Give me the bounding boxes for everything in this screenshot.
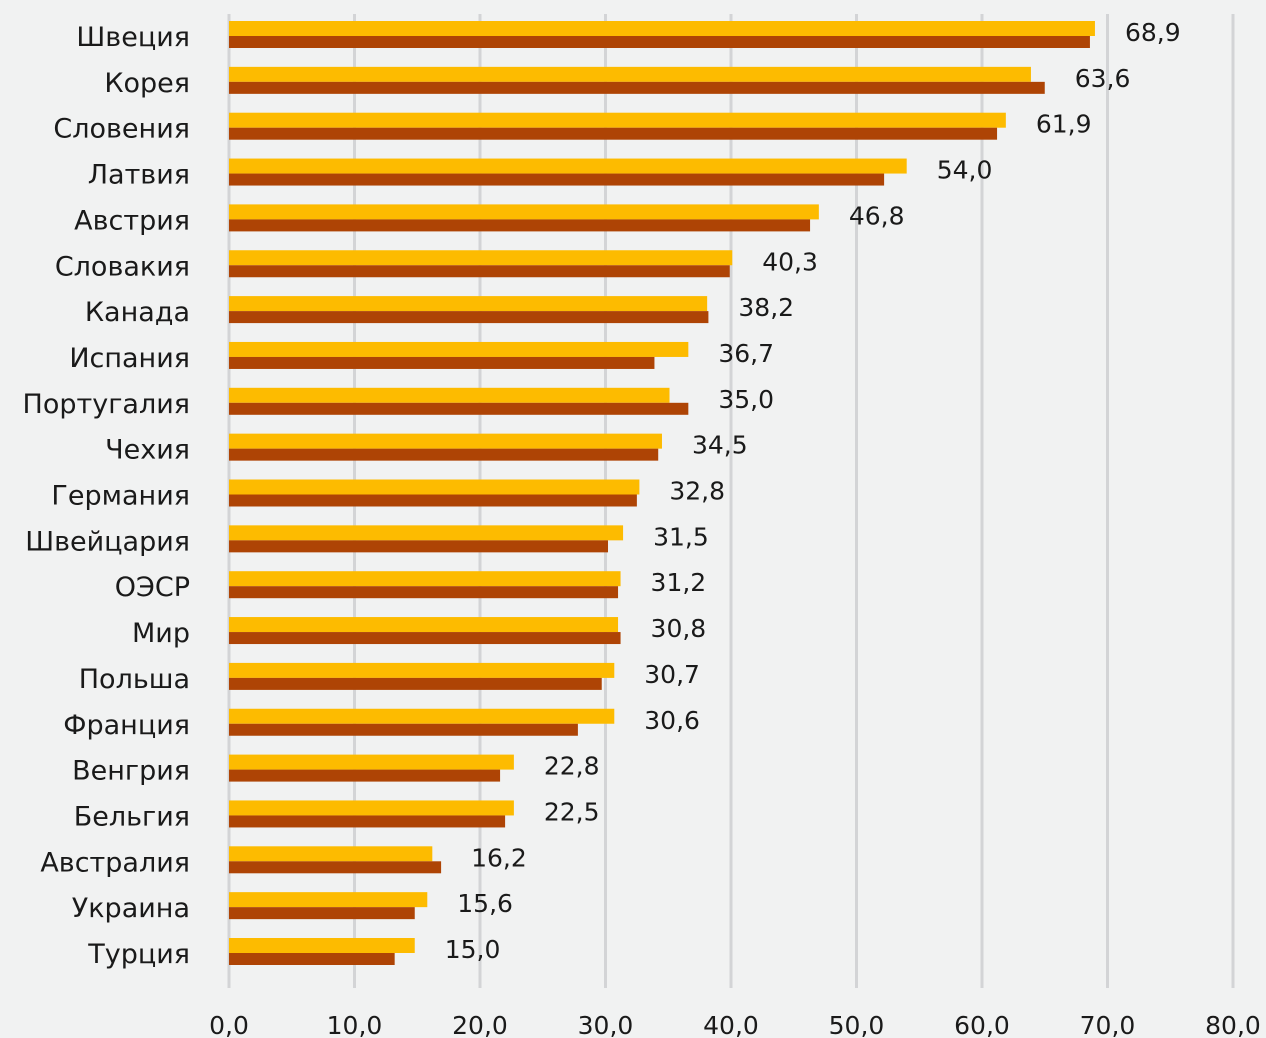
data-label: 31,2 xyxy=(651,568,707,597)
category-label: Португалия xyxy=(23,389,190,420)
data-label: 30,8 xyxy=(651,614,707,643)
category-label: Украина xyxy=(72,893,190,924)
category-label: Канада xyxy=(85,297,190,328)
data-label: 31,5 xyxy=(653,522,709,551)
bar-series-1 xyxy=(229,387,670,403)
bar-series-2 xyxy=(229,723,578,736)
x-axis-tick-labels: 0,0 10,0 20,0 30,0 40,0 50,0 60,0 70,0 80,0 xyxy=(209,1011,1261,1038)
category-label: Австрия xyxy=(74,205,190,236)
category-label: Франция xyxy=(63,710,190,741)
bar-series-1 xyxy=(229,617,619,633)
x-tick-label: 60,0 xyxy=(954,1011,1010,1038)
bar-series-1 xyxy=(229,341,689,357)
bar-series-1 xyxy=(229,479,640,495)
bars xyxy=(229,21,1095,965)
data-label: 68,9 xyxy=(1125,18,1181,47)
category-label: Бельгия xyxy=(74,801,190,832)
category-label: Чехия xyxy=(105,435,190,466)
bar-series-2 xyxy=(229,311,709,324)
bar-series-2 xyxy=(229,448,659,461)
category-labels: Швеция Корея Словения Латвия Австрия Словакия… xyxy=(23,22,190,970)
category-label: ОЭСР xyxy=(115,572,190,603)
category-label: Польша xyxy=(79,664,190,695)
data-label: 40,3 xyxy=(762,247,818,276)
bar-series-1 xyxy=(229,938,415,953)
bar-series-1 xyxy=(229,571,621,587)
category-label: Германия xyxy=(51,481,190,512)
x-tick-label: 80,0 xyxy=(1205,1011,1261,1038)
bar-series-2 xyxy=(229,677,602,690)
bar-series-1 xyxy=(229,800,514,816)
x-tick-label: 30,0 xyxy=(578,1011,634,1038)
bar-series-2 xyxy=(229,769,501,782)
bar-series-2 xyxy=(229,36,1090,48)
bar-series-1 xyxy=(229,158,907,174)
bar-series-2 xyxy=(229,586,619,599)
x-tick-label: 70,0 xyxy=(1080,1011,1136,1038)
category-label: Австралия xyxy=(40,847,190,878)
data-label: 35,0 xyxy=(718,385,774,414)
category-label: Мир xyxy=(132,618,190,649)
bar-series-2 xyxy=(229,861,442,874)
bar-series-2 xyxy=(229,219,811,232)
category-label: Словакия xyxy=(55,251,190,282)
category-label: Венгрия xyxy=(72,756,190,787)
bar-series-1 xyxy=(229,296,708,312)
data-label: 36,7 xyxy=(718,339,774,368)
category-label: Швеция xyxy=(76,22,190,53)
data-label: 15,0 xyxy=(445,935,501,964)
bar-series-2 xyxy=(229,907,415,920)
bar-series-2 xyxy=(229,127,998,140)
category-label: Латвия xyxy=(88,160,190,191)
bar-series-1 xyxy=(229,433,662,449)
data-label: 38,2 xyxy=(738,293,794,322)
x-tick-label: 40,0 xyxy=(703,1011,759,1038)
data-label: 63,6 xyxy=(1075,64,1131,93)
bar-series-2 xyxy=(229,632,621,645)
x-tick-label: 10,0 xyxy=(327,1011,383,1038)
data-label: 15,6 xyxy=(457,889,513,918)
bar-series-1 xyxy=(229,204,819,220)
category-label: Турция xyxy=(87,939,190,970)
bar-series-1 xyxy=(229,846,433,862)
bar-series-1 xyxy=(229,662,615,678)
x-tick-label: 50,0 xyxy=(829,1011,885,1038)
bar-series-2 xyxy=(229,402,689,415)
bar-series-1 xyxy=(229,525,624,541)
data-labels: 68,9 63,6 61,9 54,0 46,8 40,3 38,2 36,7 35,0 34,5… xyxy=(445,18,1181,964)
bar-series-2 xyxy=(229,953,395,965)
bar-series-2 xyxy=(229,815,506,828)
bar-series-2 xyxy=(229,265,730,278)
data-label: 54,0 xyxy=(937,156,993,185)
category-label: Словения xyxy=(53,114,190,145)
data-label: 61,9 xyxy=(1036,110,1092,139)
bar-series-1 xyxy=(229,708,615,724)
data-label: 32,8 xyxy=(669,477,725,506)
category-label: Корея xyxy=(104,68,190,99)
bar-series-2 xyxy=(229,173,885,186)
data-label: 46,8 xyxy=(849,201,905,230)
bar-series-2 xyxy=(229,81,1045,94)
x-tick-label: 20,0 xyxy=(452,1011,508,1038)
data-label: 30,6 xyxy=(644,706,700,735)
x-tick-label: 0,0 xyxy=(209,1011,249,1038)
data-label: 30,7 xyxy=(644,660,700,689)
bar-series-2 xyxy=(229,356,655,369)
category-label: Швейцария xyxy=(25,526,190,557)
bar-series-2 xyxy=(229,540,609,553)
data-label: 22,5 xyxy=(544,797,600,826)
bar-series-1 xyxy=(229,66,1031,82)
bar-series-1 xyxy=(229,754,514,770)
bar-series-1 xyxy=(229,21,1095,36)
data-label: 22,8 xyxy=(544,752,600,781)
bar-series-1 xyxy=(229,892,428,908)
data-label: 34,5 xyxy=(692,431,748,460)
category-label: Испания xyxy=(69,343,190,374)
bar-series-1 xyxy=(229,112,1006,128)
data-label: 16,2 xyxy=(471,843,527,872)
bar-series-1 xyxy=(229,250,733,266)
bar-series-2 xyxy=(229,494,637,507)
